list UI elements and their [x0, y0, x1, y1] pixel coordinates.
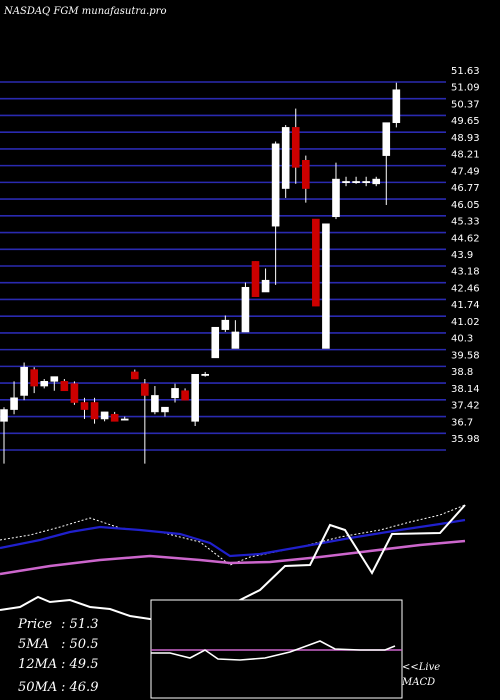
candle [10, 381, 18, 415]
y-tick-label: 35.98 [451, 434, 480, 445]
macd-line [151, 640, 396, 661]
candle [281, 125, 290, 198]
ma-mid-trace [0, 518, 466, 558]
candle [20, 362, 28, 401]
candle [231, 320, 240, 349]
stats-panel: Price : 51.3 5MA : 50.5 12MA : 49.5 50MA… [17, 617, 98, 695]
y-tick-label: 44.62 [451, 233, 480, 244]
y-tick-label: 42.46 [451, 283, 480, 294]
candle [130, 369, 139, 380]
candle [241, 282, 250, 333]
candle [201, 371, 209, 377]
candle [362, 176, 370, 187]
candle [301, 155, 310, 203]
macd-box [150, 599, 403, 699]
y-tick-label: 50.37 [451, 99, 480, 110]
candle [60, 378, 69, 392]
stat-price-value: : 51.3 [61, 617, 98, 632]
y-tick-label: 51.09 [451, 83, 480, 94]
candle [30, 367, 38, 394]
candle [181, 388, 189, 401]
chart-title: NASDAQ FGM munafasutra.pro [3, 6, 167, 17]
candle [141, 378, 149, 464]
candle [291, 108, 300, 184]
stat-5ma-label: 5MA [18, 637, 49, 652]
candle [191, 373, 199, 427]
y-tick-label: 41.74 [451, 300, 480, 311]
candle [151, 386, 159, 415]
candle [332, 162, 340, 220]
y-tick-label: 36.7 [451, 417, 473, 428]
y-tick-label: 48.21 [451, 150, 480, 161]
y-tick-label: 39.58 [451, 350, 480, 361]
candle [211, 326, 220, 359]
y-tick-label: 41.02 [451, 317, 480, 328]
y-tick-label: 37.42 [451, 401, 480, 412]
y-tick-label: 38.14 [451, 384, 480, 395]
candle [382, 122, 391, 205]
candle [50, 376, 59, 391]
stat-price-label: Price [17, 617, 52, 632]
price-axis-labels: 51.63 51.09 50.37 49.65 48.93 48.21 47.49 46.77… [451, 66, 480, 445]
stat-50ma-value: : 46.9 [61, 680, 98, 695]
candle [312, 218, 320, 307]
candle [70, 381, 79, 405]
candle [352, 176, 360, 184]
y-tick-label: 43.18 [451, 267, 480, 278]
candle [322, 223, 330, 349]
y-tick-label: 46.05 [451, 200, 480, 211]
candlestick-series [0, 82, 401, 464]
stat-50ma-label: 50MA [18, 680, 57, 695]
y-tick-label: 38.8 [451, 367, 473, 378]
candle [110, 411, 119, 422]
candle [90, 397, 99, 424]
macd-live-label: <<Live MACD [401, 662, 440, 688]
candle [0, 407, 8, 464]
y-tick-label: 40.3 [451, 334, 473, 345]
candle [261, 268, 270, 293]
candle [392, 82, 401, 128]
candle [342, 176, 350, 187]
y-tick-label: 45.33 [451, 217, 480, 228]
stat-12ma-label: 12MA [18, 657, 57, 672]
y-tick-label: 51.63 [451, 66, 480, 77]
candle [251, 261, 260, 297]
candle [80, 397, 89, 419]
candle [221, 315, 230, 332]
candle [161, 406, 169, 417]
stat-12ma-value: : 49.5 [61, 657, 98, 672]
price-gridlines [0, 81, 446, 451]
y-tick-label: 48.93 [451, 133, 480, 144]
y-tick-label: 46.77 [451, 183, 480, 194]
candle [120, 416, 129, 421]
candle [271, 141, 280, 285]
stat-5ma-value: : 50.5 [61, 637, 98, 652]
candle [40, 378, 49, 389]
ma-long-trace [0, 539, 466, 576]
candle [372, 176, 381, 187]
candle [100, 411, 109, 422]
macd-panel [150, 599, 403, 699]
y-tick-label: 49.65 [451, 116, 480, 127]
candle [171, 383, 179, 403]
y-tick-label: 47.49 [451, 166, 480, 177]
y-tick-label: 43.9 [451, 250, 473, 261]
